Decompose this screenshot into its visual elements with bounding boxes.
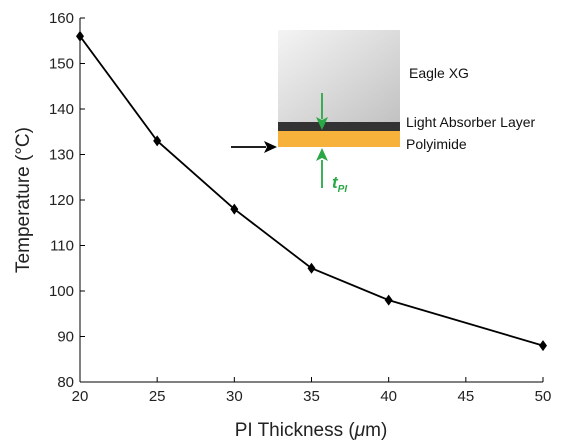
y-tick-label: 150: [49, 56, 74, 73]
absorber-label: Light Absorber Layer: [406, 114, 536, 130]
thickness-label: tPI: [332, 173, 347, 195]
x-tick-label: 35: [303, 388, 320, 405]
y-tick-label: 110: [50, 238, 74, 255]
y-tick-label: 120: [49, 192, 74, 209]
y-tick-label: 100: [49, 283, 74, 300]
absorber-layer: [278, 122, 400, 131]
x-tick-label: 20: [72, 388, 89, 405]
y-tick-label: 160: [49, 10, 74, 27]
x-ticks: 20 25 30 35 40 45 50: [72, 377, 552, 405]
data-point-marker: [76, 30, 84, 42]
x-tick-label: 45: [457, 388, 474, 405]
data-point-marker: [153, 135, 162, 147]
data-point-marker: [539, 340, 547, 352]
y-tick-label: 130: [49, 147, 74, 164]
data-point-marker: [307, 262, 316, 274]
glass-substrate: [278, 30, 400, 122]
polyimide-label: Polyimide: [406, 136, 467, 152]
glass-label: Eagle XG: [409, 65, 469, 81]
inset-diagram: Eagle XG Light Absorber Layer Polyimide …: [231, 30, 536, 195]
y-tick-label: 90: [57, 329, 74, 346]
polyimide-layer: [278, 131, 400, 147]
x-tick-label: 25: [149, 388, 166, 405]
incident-arrow-head: [264, 141, 277, 153]
y-axis-label: Temperature (°C): [13, 127, 34, 273]
series-line: [79, 35, 544, 347]
y-tick-label: 140: [49, 101, 74, 118]
x-axis-label: PI Thickness (μm): [235, 420, 388, 441]
y-ticks: 80 90 100 110 120 130 140 150 160: [49, 10, 85, 391]
data-point-marker: [384, 294, 393, 306]
x-tick-label: 50: [535, 388, 552, 405]
y-tick-label: 80: [57, 374, 74, 391]
x-axis-label-mu: μ: [354, 420, 366, 441]
x-tick-label: 40: [380, 388, 397, 405]
data-point-marker: [230, 203, 239, 215]
x-tick-label: 30: [226, 388, 243, 405]
thickness-arrow-up-head: [316, 148, 328, 161]
series-group: [76, 30, 547, 352]
thickness-arrow-down-head: [316, 117, 328, 130]
